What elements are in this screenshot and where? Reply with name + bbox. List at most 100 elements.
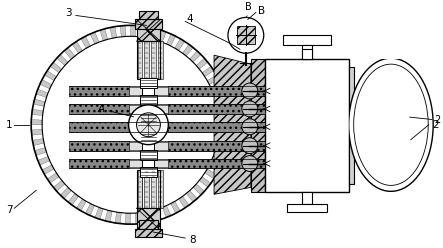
Wedge shape [162,206,171,217]
Wedge shape [190,51,201,62]
Wedge shape [210,161,222,170]
Wedge shape [215,94,226,102]
Bar [159,41,163,79]
Text: B: B [245,2,252,12]
Bar [136,208,160,230]
Wedge shape [158,30,166,42]
Bar [69,158,128,168]
Bar [137,170,143,208]
Bar [69,122,128,132]
Wedge shape [149,28,156,39]
Wedge shape [186,190,197,202]
Wedge shape [213,152,225,160]
Bar [137,41,143,79]
Wedge shape [175,39,185,51]
Bar [139,220,159,229]
Bar [128,123,168,131]
Wedge shape [216,143,228,151]
Text: 3: 3 [66,8,72,18]
Bar [140,167,157,177]
Circle shape [242,83,258,99]
Circle shape [228,17,264,53]
Bar [140,150,157,159]
Bar [69,104,128,114]
Text: 7: 7 [6,205,13,215]
Wedge shape [219,125,230,130]
Bar [237,26,255,44]
Wedge shape [100,29,108,41]
Bar [168,122,265,132]
Bar [144,170,149,208]
Text: 2: 2 [435,115,441,125]
Bar [159,170,163,208]
Bar [143,79,155,208]
Wedge shape [179,196,189,208]
Bar [128,142,168,150]
Wedge shape [153,209,161,221]
Text: 4: 4 [187,14,194,24]
Bar [140,95,157,105]
Wedge shape [95,207,103,219]
Wedge shape [105,210,112,222]
Bar [136,19,160,41]
Wedge shape [167,34,176,46]
Bar [144,41,149,79]
Wedge shape [183,44,193,56]
Wedge shape [217,104,229,111]
Text: 2: 2 [432,120,439,130]
Wedge shape [57,55,68,65]
Bar [135,229,163,237]
Wedge shape [202,66,214,77]
Text: A: A [97,104,104,114]
Bar [152,170,156,208]
Wedge shape [85,204,95,216]
Wedge shape [40,80,52,89]
Wedge shape [207,75,219,85]
Bar [152,41,156,79]
Wedge shape [135,213,141,224]
Bar [69,86,128,96]
Wedge shape [64,48,75,59]
Bar [128,87,168,95]
Circle shape [242,155,258,171]
Bar [168,86,265,96]
Bar [287,204,327,212]
Wedge shape [171,201,180,213]
Wedge shape [38,156,50,165]
Bar [265,59,349,192]
Wedge shape [31,120,42,125]
Wedge shape [42,165,54,174]
Circle shape [242,119,258,135]
Bar [140,78,157,88]
Bar [128,159,168,167]
Circle shape [128,105,168,145]
Wedge shape [196,58,208,69]
Bar [302,192,312,204]
Wedge shape [77,199,86,211]
Wedge shape [125,213,131,224]
Circle shape [242,138,258,154]
Bar [168,104,265,114]
Wedge shape [144,211,151,223]
Wedge shape [33,99,45,106]
Wedge shape [72,41,82,53]
Text: 8: 8 [189,235,195,245]
Text: B: B [258,6,265,16]
Bar [140,113,157,123]
Bar [251,59,265,192]
Bar [349,67,354,185]
Wedge shape [81,36,90,48]
Wedge shape [32,139,44,145]
Bar [168,141,265,151]
Wedge shape [193,184,204,195]
Wedge shape [50,62,62,73]
Bar [302,45,312,59]
Wedge shape [47,173,59,183]
Bar [136,41,160,79]
Wedge shape [218,114,230,120]
Wedge shape [31,129,43,135]
Bar [136,170,160,208]
Wedge shape [36,89,48,97]
Bar [135,19,163,29]
Bar [168,158,265,168]
